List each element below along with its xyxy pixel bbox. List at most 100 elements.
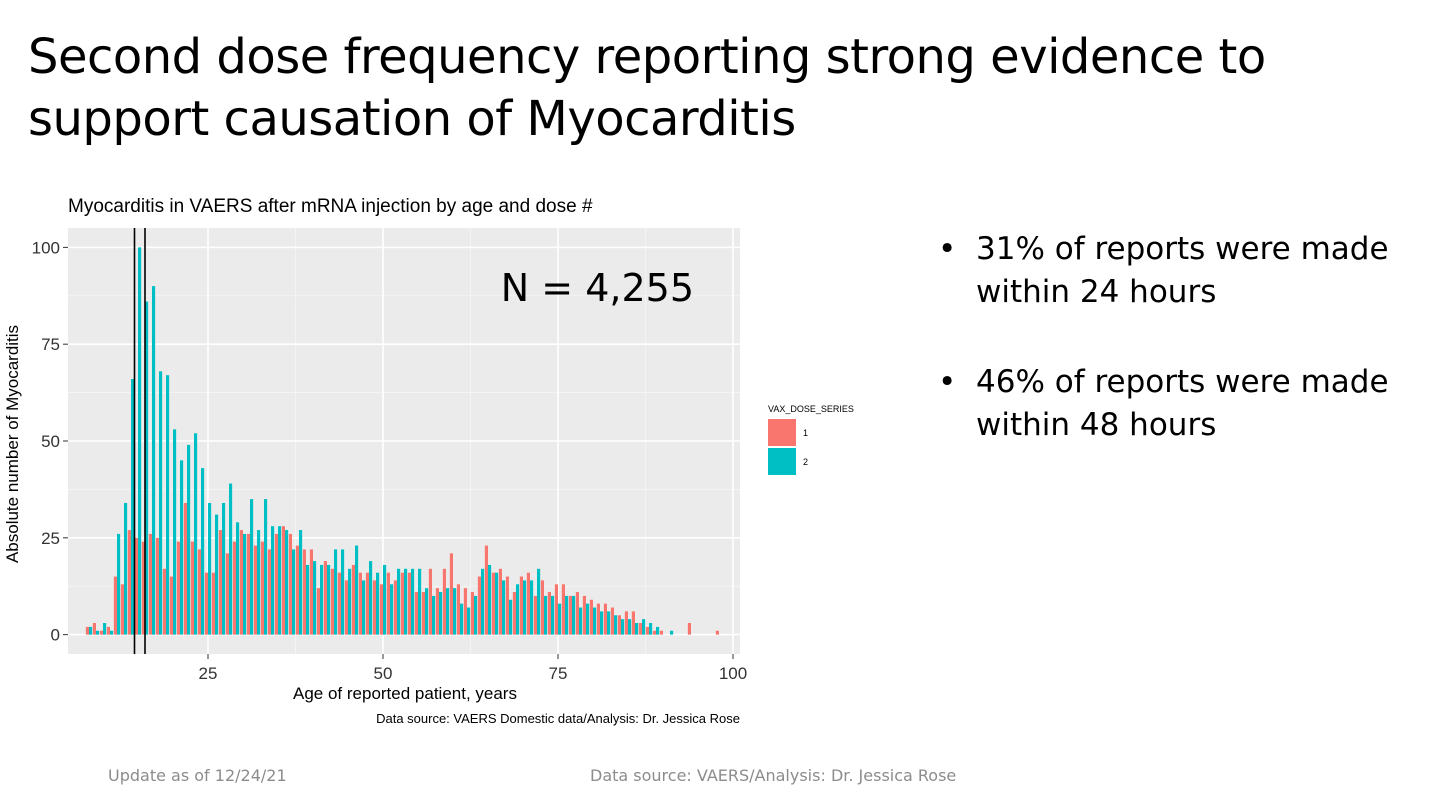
bar-dose-1 xyxy=(176,541,180,635)
bar-dose-2 xyxy=(558,603,562,635)
footer-update-date: Update as of 12/24/21 xyxy=(108,766,287,785)
chart-title: Myocarditis in VAERS after mRNA injectio… xyxy=(68,196,593,217)
bar-dose-1 xyxy=(533,595,537,635)
bar-dose-2 xyxy=(194,433,198,635)
bar-dose-2 xyxy=(257,530,261,635)
bar-dose-1 xyxy=(645,626,649,635)
bar-dose-1 xyxy=(498,568,502,635)
bar-dose-2 xyxy=(271,526,275,635)
bar-dose-1 xyxy=(610,607,614,635)
bullet-text: 31% of reports were made within 24 hours xyxy=(976,231,1389,310)
bar-dose-1 xyxy=(575,592,579,635)
y-tick-label: 25 xyxy=(41,529,60,548)
myocarditis-chart: Myocarditis in VAERS after mRNA injectio… xyxy=(3,196,854,726)
bar-dose-2 xyxy=(173,429,177,635)
bar-dose-1 xyxy=(421,592,425,635)
bar-dose-2 xyxy=(404,568,408,635)
bar-dose-1 xyxy=(281,526,285,635)
axes: 0 25 50 75 100 25 50 75 100 xyxy=(32,238,748,683)
bar-dose-1 xyxy=(519,576,523,635)
bar-dose-2 xyxy=(117,533,121,635)
bar-dose-2 xyxy=(495,572,499,635)
bar-dose-2 xyxy=(390,584,394,635)
bar-dose-1 xyxy=(589,599,593,635)
bar-dose-2 xyxy=(586,603,590,635)
bar-dose-1 xyxy=(225,553,229,635)
bar-dose-2 xyxy=(656,626,660,635)
bar-dose-1 xyxy=(113,576,117,635)
bar-dose-1 xyxy=(267,549,271,635)
legend-key-2 xyxy=(768,448,796,475)
bar-dose-2 xyxy=(320,564,324,635)
bullet-item: • 46% of reports were made within 48 hou… xyxy=(938,361,1438,447)
bars xyxy=(85,247,719,635)
bar-dose-1 xyxy=(512,592,516,635)
bar-dose-1 xyxy=(624,611,628,635)
bar-dose-1 xyxy=(274,533,278,635)
bar-dose-2 xyxy=(432,595,436,635)
bar-dose-2 xyxy=(124,502,128,635)
bar-dose-1 xyxy=(631,611,635,635)
bar-dose-2 xyxy=(397,568,401,635)
bar-dose-1 xyxy=(92,623,96,635)
bar-dose-2 xyxy=(481,568,485,635)
bar-dose-1 xyxy=(540,580,544,635)
bar-dose-2 xyxy=(453,588,457,635)
bar-dose-1 xyxy=(204,572,208,635)
bar-dose-1 xyxy=(288,533,292,635)
bar-dose-2 xyxy=(313,561,317,635)
bar-dose-2 xyxy=(642,619,646,635)
bullet-dot-icon: • xyxy=(938,364,957,400)
bar-dose-1 xyxy=(232,541,236,635)
bar-dose-2 xyxy=(355,545,359,635)
bar-dose-1 xyxy=(379,584,383,635)
bar-dose-1 xyxy=(295,545,299,635)
x-tick-label: 25 xyxy=(199,664,218,683)
bar-dose-1 xyxy=(526,572,530,635)
bar-dose-2 xyxy=(474,595,478,635)
bar-dose-1 xyxy=(561,584,565,635)
bar-dose-2 xyxy=(222,502,226,635)
bar-dose-1 xyxy=(414,592,418,635)
bar-dose-1 xyxy=(386,572,390,635)
footer-data-source: Data source: VAERS/Analysis: Dr. Jessica… xyxy=(590,766,957,785)
bar-dose-2 xyxy=(467,607,471,635)
bar-dose-2 xyxy=(229,483,233,635)
bar-dose-2 xyxy=(327,564,331,635)
bar-dose-1 xyxy=(715,630,719,635)
bar-dose-2 xyxy=(341,549,345,635)
legend: VAX_DOSE_SERIES 1 2 xyxy=(768,404,854,475)
bar-dose-1 xyxy=(638,623,642,635)
bullet-list: • 31% of reports were made within 24 hou… xyxy=(938,228,1438,494)
bar-dose-2 xyxy=(551,595,555,635)
bar-dose-2 xyxy=(138,247,142,635)
bar-dose-1 xyxy=(253,545,257,635)
bar-dose-2 xyxy=(537,568,541,635)
bar-dose-1 xyxy=(190,541,194,635)
bar-dose-1 xyxy=(449,553,453,635)
x-tick-label: 75 xyxy=(549,664,568,683)
bar-dose-1 xyxy=(617,615,621,635)
bar-dose-1 xyxy=(106,626,110,635)
bar-dose-1 xyxy=(547,592,551,635)
bar-dose-2 xyxy=(600,611,604,635)
bar-dose-1 xyxy=(218,530,222,635)
bar-dose-2 xyxy=(628,619,632,635)
bar-dose-2 xyxy=(488,564,492,635)
bar-dose-1 xyxy=(470,592,474,635)
reference-lines xyxy=(133,228,146,654)
bar-dose-2 xyxy=(131,379,135,635)
bar-dose-1 xyxy=(687,623,691,635)
bar-dose-2 xyxy=(264,499,268,635)
bar-dose-1 xyxy=(596,603,600,635)
bar-dose-1 xyxy=(183,502,187,635)
bar-dose-1 xyxy=(155,537,159,635)
y-tick-label: 100 xyxy=(32,238,60,257)
bar-dose-1 xyxy=(365,572,369,635)
bar-dose-1 xyxy=(568,595,572,635)
bar-dose-1 xyxy=(260,541,264,635)
bar-dose-1 xyxy=(442,568,446,635)
bar-dose-1 xyxy=(323,561,327,635)
bar-dose-2 xyxy=(502,580,506,635)
bar-dose-2 xyxy=(460,603,464,635)
